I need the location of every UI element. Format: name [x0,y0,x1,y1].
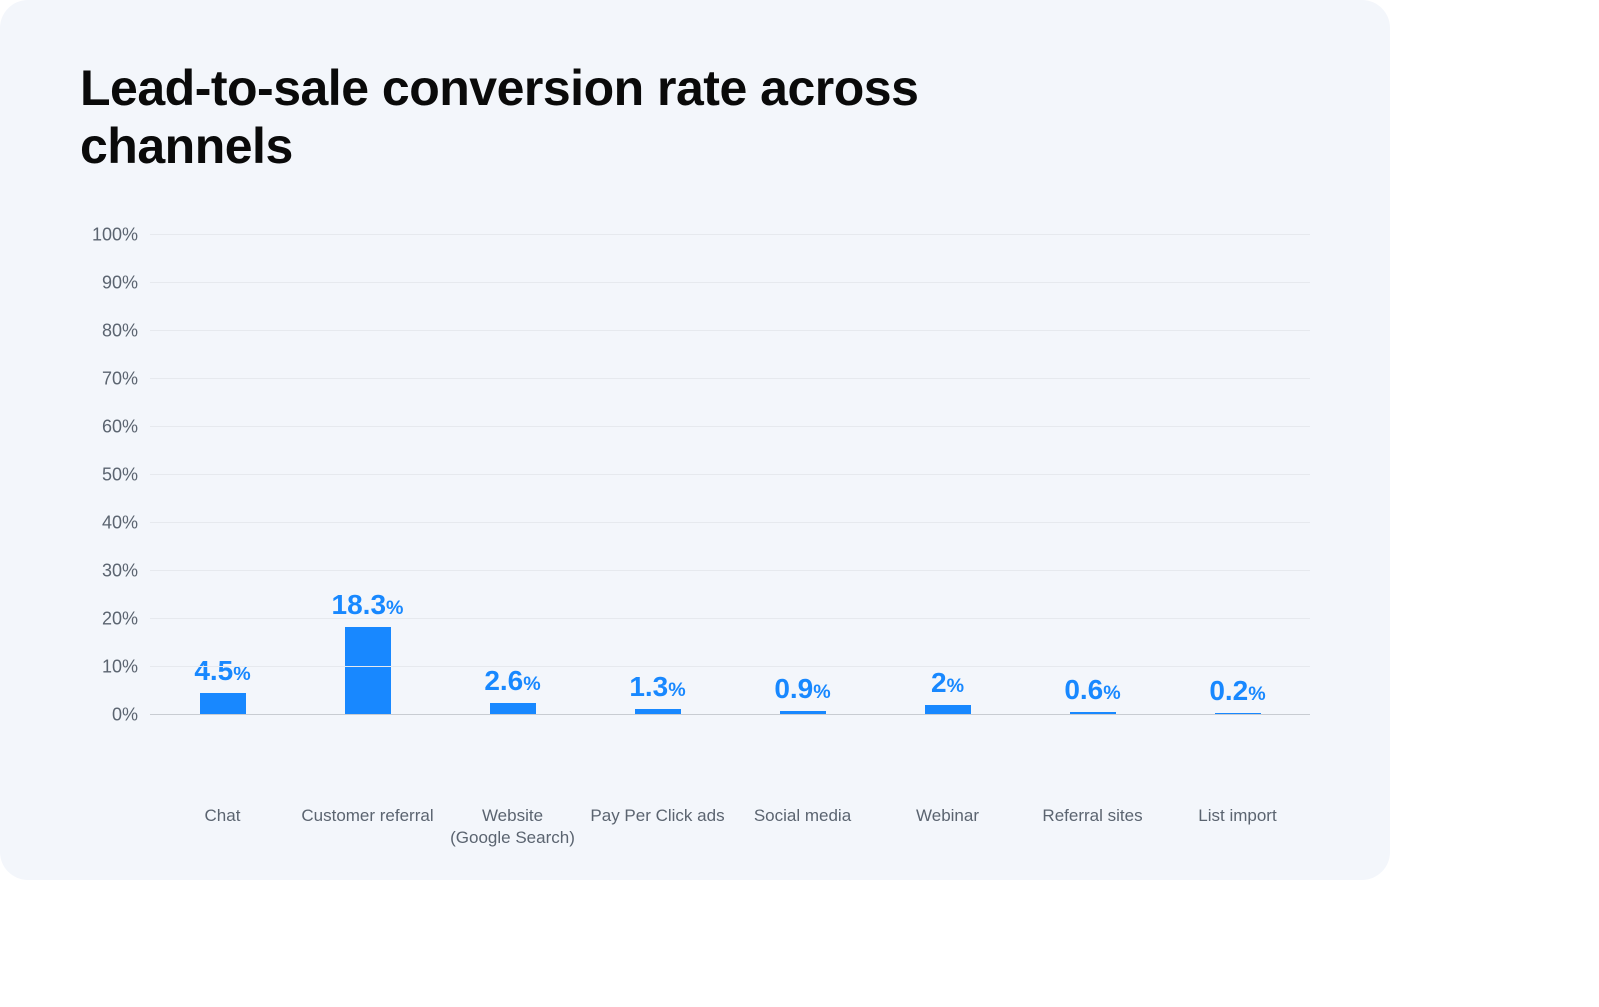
bar-slot: 0.9% [730,235,875,715]
y-tick-label: 0% [112,705,138,726]
y-tick-label: 90% [102,273,138,294]
grid-line [150,330,1310,331]
bar [200,693,246,715]
x-axis-label: Referral sites [1020,805,1165,849]
bar-value-label: 4.5% [194,655,250,687]
x-axis-label: Chat [150,805,295,849]
bar [345,627,391,715]
bar-slot: 1.3% [585,235,730,715]
chart-title: Lead-to-sale conversion rate across chan… [80,60,980,175]
x-axis-label: Customer referral [295,805,440,849]
grid-line [150,234,1310,235]
bar-value-label: 2% [931,667,964,699]
bar-value-label: 2.6% [484,665,540,697]
grid-line [150,426,1310,427]
grid-line [150,522,1310,523]
y-tick-label: 50% [102,465,138,486]
x-axis-label: List import [1165,805,1310,849]
plot-area: 4.5% 18.3% 2.6% 1.3% 0.9% 2% 0.6% 0.2% [150,235,1310,715]
x-axis-label: Social media [730,805,875,849]
y-axis: 0%10%20%30%40%50%60%70%80%90%100% [80,235,150,715]
grid-line [150,474,1310,475]
bar-slot: 0.6% [1020,235,1165,715]
bar-slot: 2.6% [440,235,585,715]
bar-value-label: 0.6% [1064,674,1120,706]
x-axis-label: Website(Google Search) [440,805,585,849]
grid-line [150,618,1310,619]
grid-line [150,570,1310,571]
chart-area: 0%10%20%30%40%50%60%70%80%90%100% 4.5%18… [80,235,1310,795]
bar-slot: 0.2% [1165,235,1310,715]
grid-line [150,378,1310,379]
bar-value-label: 1.3% [629,671,685,703]
y-tick-label: 60% [102,417,138,438]
y-tick-label: 40% [102,513,138,534]
y-tick-label: 10% [102,657,138,678]
bar-value-label: 18.3% [332,589,404,621]
bar-value-label: 0.9% [774,673,830,705]
bars-row: 4.5% 18.3% 2.6% 1.3% 0.9% 2% 0.6% 0.2% [150,235,1310,715]
bar-slot: 2% [875,235,1020,715]
y-tick-label: 20% [102,609,138,630]
bar-slot: 18.3% [295,235,440,715]
y-tick-label: 100% [92,225,138,246]
grid-line [150,282,1310,283]
y-tick-label: 80% [102,321,138,342]
bar-slot: 4.5% [150,235,295,715]
x-axis-label: Pay Per Click ads [585,805,730,849]
bar-value-label: 0.2% [1209,675,1265,707]
y-tick-label: 30% [102,561,138,582]
chart-card: Lead-to-sale conversion rate across chan… [0,0,1390,880]
y-tick-label: 70% [102,369,138,390]
x-axis-labels: ChatCustomer referralWebsite(Google Sear… [150,805,1310,849]
grid-line [150,714,1310,715]
grid-line [150,666,1310,667]
x-axis-label: Webinar [875,805,1020,849]
